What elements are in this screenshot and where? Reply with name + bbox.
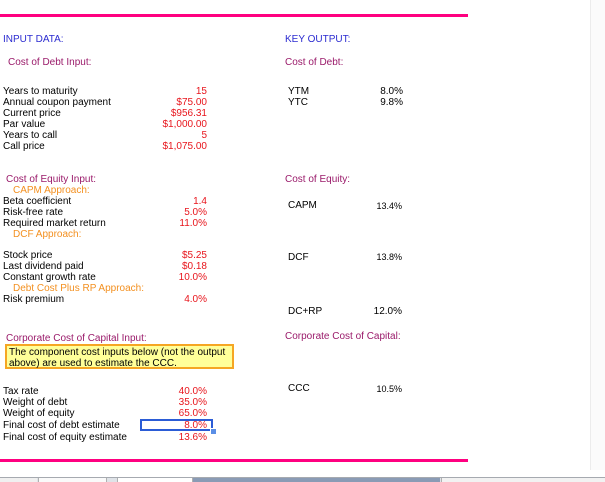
cell-value[interactable]: 13.8%: [376, 252, 402, 262]
cost-of-debt-input-heading: Cost of Debt Input:: [8, 57, 92, 68]
cell-value[interactable]: 5.0%: [184, 207, 207, 218]
cell-value[interactable]: $5.25: [181, 250, 207, 261]
cell-value[interactable]: 12.0%: [373, 306, 402, 317]
dcf-approach-heading: DCF Approach:: [13, 229, 82, 240]
tab-nav-area[interactable]: [0, 478, 37, 482]
cell-value[interactable]: $75.00: [176, 97, 207, 108]
note-line-1: The component cost inputs below (not the…: [9, 347, 226, 358]
cell-label[interactable]: YTM: [288, 86, 310, 97]
cell-label[interactable]: CAPM: [288, 200, 317, 211]
cell-label[interactable]: YTC: [288, 97, 308, 108]
cell-value[interactable]: 13.4%: [376, 201, 402, 211]
cell-label[interactable]: DCF: [288, 252, 309, 263]
add-sheet-button[interactable]: [172, 478, 193, 482]
ccc-input-heading: Corporate Cost of Capital Input:: [6, 333, 147, 344]
capm-approach-heading: CAPM Approach:: [13, 185, 90, 196]
selected-cell-value[interactable]: 8.0%: [184, 420, 207, 431]
sheet-tab-bar: [0, 477, 605, 482]
cell-label[interactable]: Annual coupon payment: [3, 97, 111, 108]
ccc-output-heading: Corporate Cost of Capital:: [285, 331, 401, 342]
cell-value[interactable]: $0.18: [181, 261, 207, 272]
cell-value[interactable]: 10.5%: [376, 384, 402, 394]
cell-label[interactable]: Stock price: [3, 250, 53, 261]
cell-value[interactable]: 65.0%: [178, 408, 207, 419]
debt-cost-plus-rp-heading: Debt Cost Plus RP Approach:: [13, 283, 144, 294]
sheet-tab[interactable]: [38, 478, 107, 482]
cell-value[interactable]: 1.4: [193, 196, 207, 207]
cell-label[interactable]: Beta coefficient: [3, 196, 72, 207]
status-area: [441, 478, 605, 482]
cell-value[interactable]: 5: [201, 130, 207, 141]
cell-label[interactable]: Weight of equity: [3, 408, 75, 419]
cell-value[interactable]: 10.0%: [178, 272, 207, 283]
ccc-note-box: The component cost inputs below (not the…: [5, 344, 234, 369]
top-divider: [0, 14, 468, 17]
cell-value[interactable]: 13.6%: [178, 432, 207, 443]
cell-label[interactable]: DC+RP: [288, 306, 323, 317]
cell-label[interactable]: Risk-free rate: [3, 207, 64, 218]
cell-value[interactable]: 35.0%: [178, 397, 207, 408]
cell-label[interactable]: Current price: [3, 108, 61, 119]
cell-value[interactable]: 15: [195, 86, 207, 97]
sheet-right-margin: [590, 0, 605, 470]
cost-of-equity-input-heading: Cost of Equity Input:: [6, 174, 97, 185]
fill-handle[interactable]: [210, 428, 217, 435]
cell-label[interactable]: Risk premium: [3, 294, 65, 305]
cost-of-equity-heading: Cost of Equity:: [285, 174, 351, 185]
note-line-2: above) are used to estimate the CCC.: [9, 358, 177, 369]
cell-value[interactable]: $956.31: [170, 108, 207, 119]
cell-label[interactable]: Par value: [3, 119, 46, 130]
cell-label[interactable]: Years to call: [3, 130, 58, 141]
cell-label[interactable]: Tax rate: [3, 386, 39, 397]
bottom-divider: [0, 459, 468, 462]
cell-label[interactable]: Required market return: [3, 218, 106, 229]
cell-value[interactable]: $1,075.00: [162, 141, 208, 152]
cell-value[interactable]: 40.0%: [178, 386, 207, 397]
cell-value[interactable]: 8.0%: [380, 86, 403, 97]
cell-label[interactable]: Final cost of equity estimate: [3, 432, 127, 443]
cell-label[interactable]: Final cost of debt estimate: [3, 420, 120, 431]
cost-of-debt-heading: Cost of Debt:: [285, 57, 344, 68]
cell-label[interactable]: Call price: [3, 141, 45, 152]
sheet-tab-active[interactable]: [117, 478, 173, 482]
cell-label[interactable]: Weight of debt: [3, 397, 68, 408]
cell-value[interactable]: $1,000.00: [162, 119, 208, 130]
active-cell-selection[interactable]: [140, 419, 213, 431]
cell-value[interactable]: 9.8%: [380, 97, 403, 108]
cell-label[interactable]: Last dividend paid: [3, 261, 84, 272]
key-output-title: KEY OUTPUT:: [285, 34, 351, 45]
cell-value[interactable]: 11.0%: [179, 218, 207, 229]
cell-label[interactable]: Constant growth rate: [3, 272, 96, 283]
cell-label[interactable]: CCC: [288, 383, 310, 394]
horizontal-scrollbar[interactable]: [193, 478, 440, 482]
cell-label[interactable]: Years to maturity: [3, 86, 78, 97]
input-data-title: INPUT DATA:: [3, 34, 64, 45]
cell-value[interactable]: 4.0%: [184, 294, 207, 305]
